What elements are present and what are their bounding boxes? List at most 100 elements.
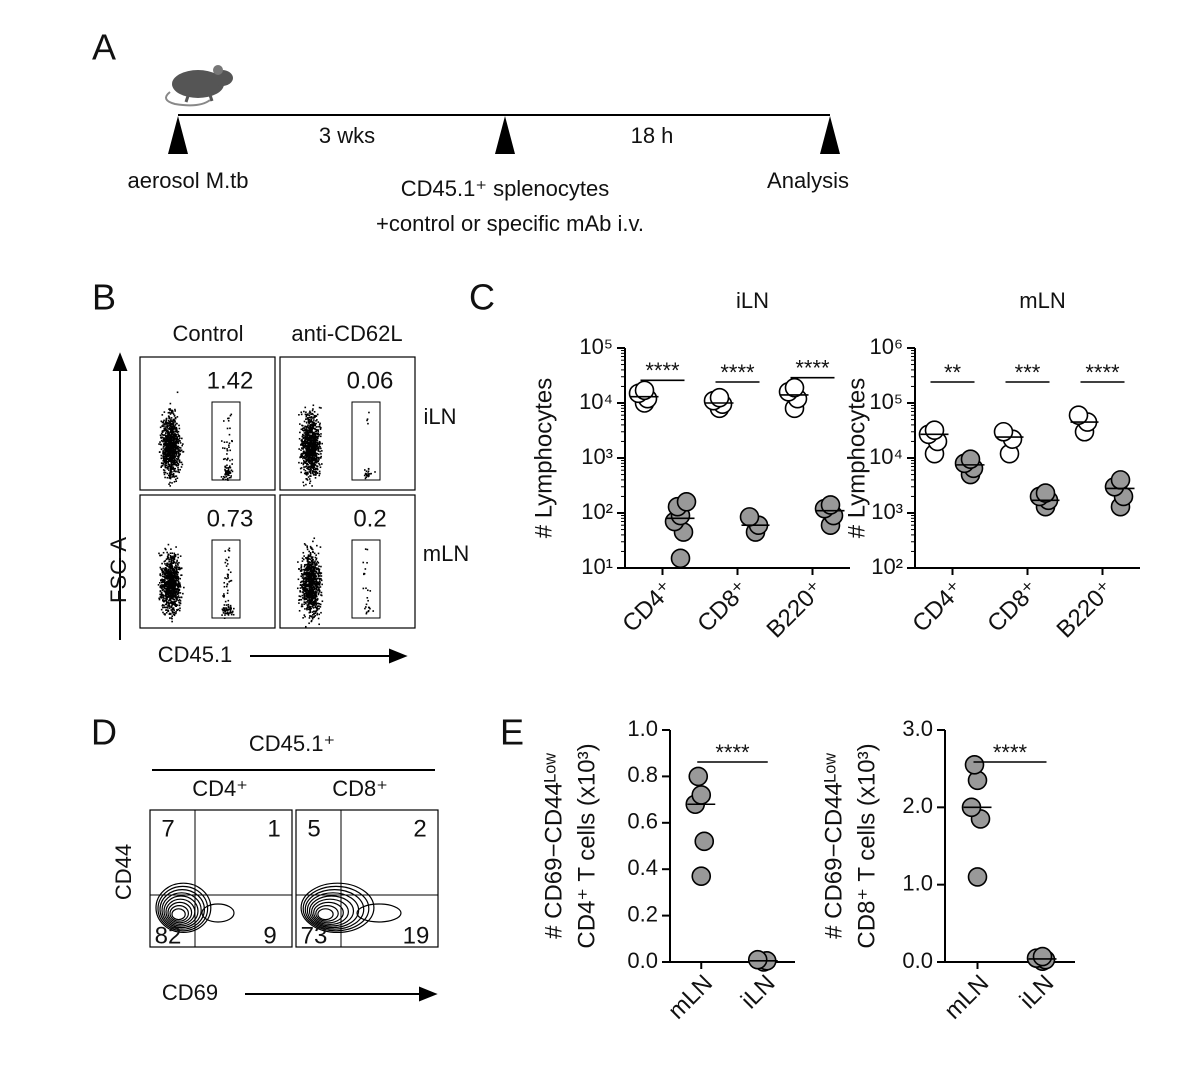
event-dot xyxy=(303,583,305,586)
event-dot xyxy=(164,573,166,575)
event-dot xyxy=(312,408,314,410)
event-dot xyxy=(164,453,166,455)
event-dot xyxy=(364,477,367,480)
event-dot xyxy=(173,458,176,460)
event-dot xyxy=(306,471,309,474)
event-dot xyxy=(166,578,168,580)
event-dot xyxy=(226,470,228,472)
event-dot xyxy=(302,462,305,465)
event-dot xyxy=(165,584,168,586)
event-dot xyxy=(316,582,319,585)
event-dot xyxy=(230,476,232,479)
event-dot xyxy=(366,548,369,551)
event-dot xyxy=(169,577,171,579)
event-dot xyxy=(168,443,171,446)
event-dot xyxy=(317,425,319,428)
event-dot xyxy=(311,611,314,613)
event-dot xyxy=(365,587,367,590)
contour xyxy=(163,895,199,927)
event-dot xyxy=(226,464,228,467)
event-dot xyxy=(308,587,310,590)
event-dot xyxy=(163,560,166,563)
event-dot xyxy=(163,613,166,615)
event-dot xyxy=(174,571,176,574)
event-dot xyxy=(166,564,169,567)
event-dot xyxy=(317,450,320,452)
event-dot xyxy=(307,429,309,432)
event-dot xyxy=(312,404,315,407)
event-dot xyxy=(304,572,307,574)
event-dot xyxy=(163,452,166,454)
event-dot xyxy=(166,434,169,437)
event-dot xyxy=(305,414,308,417)
event-dot xyxy=(228,547,231,550)
event-dot xyxy=(315,438,318,441)
event-dot xyxy=(310,435,312,437)
event-dot xyxy=(178,454,180,456)
event-dot xyxy=(222,447,224,449)
event-dot xyxy=(314,595,316,598)
event-dot xyxy=(316,563,318,566)
event-dot xyxy=(301,560,304,562)
event-dot xyxy=(167,581,169,583)
event-dot xyxy=(319,581,321,584)
event-dot xyxy=(177,456,179,458)
event-dot xyxy=(172,607,175,609)
event-dot xyxy=(310,575,313,578)
event-dot xyxy=(312,435,314,438)
event-dot xyxy=(223,581,226,584)
event-dot xyxy=(165,417,168,420)
event-dot xyxy=(177,608,180,611)
event-dot xyxy=(305,577,307,580)
event-dot xyxy=(314,450,317,452)
event-dot xyxy=(316,612,319,615)
event-dot xyxy=(310,564,313,567)
event-dot xyxy=(161,431,164,433)
event-dot xyxy=(318,587,320,589)
event-dot xyxy=(168,578,171,581)
event-dot xyxy=(314,434,316,437)
event-dot xyxy=(363,474,366,477)
event-dot xyxy=(165,564,167,567)
event-dot xyxy=(316,598,319,600)
event-dot xyxy=(173,595,175,598)
event-dot xyxy=(317,453,320,456)
event-dot xyxy=(309,615,312,617)
event-dot xyxy=(315,422,317,425)
event-dot xyxy=(172,557,174,560)
event-dot xyxy=(167,596,169,598)
event-dot xyxy=(174,564,177,566)
event-dot xyxy=(180,567,183,570)
event-dot xyxy=(307,592,310,594)
event-dot xyxy=(170,412,173,414)
event-dot xyxy=(305,438,308,440)
event-dot xyxy=(312,451,314,454)
event-dot xyxy=(169,470,172,472)
event-dot xyxy=(304,444,307,447)
event-dot xyxy=(169,430,172,433)
event-dot xyxy=(309,471,312,473)
event-dot xyxy=(365,611,368,614)
event-dot xyxy=(306,448,309,451)
data-point xyxy=(820,495,841,515)
event-dot xyxy=(179,450,182,453)
event-dot xyxy=(311,570,314,572)
event-dot xyxy=(177,466,179,469)
event-dot xyxy=(316,472,318,474)
event-dot xyxy=(222,612,225,614)
event-dot xyxy=(167,461,169,463)
event-dot xyxy=(314,452,317,454)
event-dot xyxy=(162,595,164,598)
event-dot xyxy=(162,455,164,458)
event-dot xyxy=(312,417,314,419)
event-dot xyxy=(313,537,316,540)
event-dot xyxy=(306,430,309,432)
event-dot xyxy=(317,581,320,584)
quadrant-value: 73 xyxy=(301,922,328,949)
event-dot xyxy=(309,482,311,485)
event-dot xyxy=(163,469,166,472)
event-dot xyxy=(168,589,170,592)
event-dot xyxy=(303,434,305,437)
event-dot xyxy=(320,433,322,435)
event-dot xyxy=(176,573,179,576)
